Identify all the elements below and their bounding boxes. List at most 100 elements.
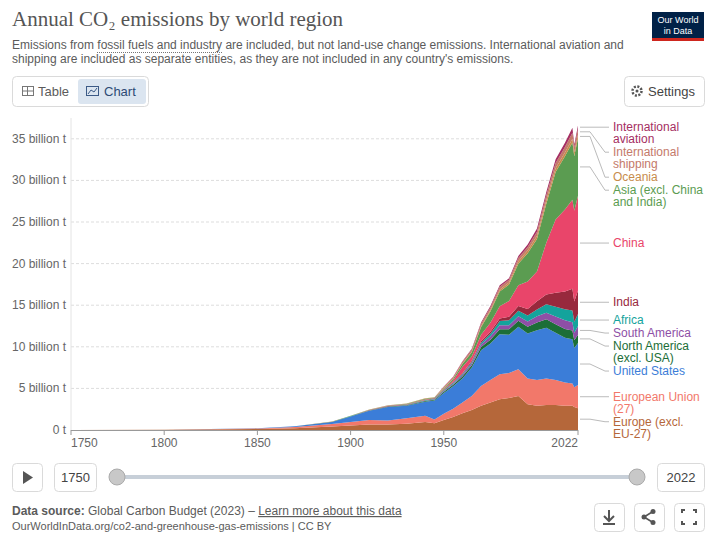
series-label-line: aviation (613, 132, 654, 146)
share-button[interactable] (635, 504, 665, 532)
series-label: European Union(27) (613, 390, 700, 416)
download-icon (603, 510, 615, 524)
series-label: Internationalaviation (613, 120, 679, 146)
areas (71, 125, 578, 430)
settings-button[interactable]: Settings (625, 77, 705, 107)
series-label: Africa (613, 313, 644, 327)
y-tick-label: 5 billion t (19, 381, 67, 395)
y-axis-line (71, 118, 72, 430)
x-tick-label: 1800 (151, 436, 178, 450)
series-label: United States (613, 364, 685, 378)
logo-text: Our World (658, 15, 699, 25)
chart-icon-box (87, 87, 99, 96)
x-tick (71, 430, 72, 435)
footer: Data source: Global Carbon Budget (2023)… (12, 504, 705, 533)
area (71, 196, 578, 430)
series-labels: InternationalaviationInternationalshippi… (580, 120, 703, 441)
tab-table[interactable]: Table (38, 84, 69, 99)
x-tick-label: 2022 (551, 436, 578, 450)
slider-handle[interactable] (629, 469, 645, 485)
grid-line (71, 263, 578, 264)
tabs: Table Chart (13, 77, 149, 107)
area (71, 125, 578, 430)
series-label-line: China (613, 236, 645, 250)
series-label: North America(excl. USA) (613, 339, 689, 365)
fullscreen-icon (682, 510, 696, 524)
tab-active-bg (78, 79, 146, 104)
x-tick-label: 1900 (337, 436, 364, 450)
grid-line (71, 222, 578, 223)
label-leader (580, 243, 609, 244)
y-tick-label: 25 billion t (12, 215, 67, 229)
slider-track[interactable] (117, 475, 637, 479)
logo-bar (652, 38, 704, 41)
logo[interactable]: Our Worldin Data (652, 12, 704, 41)
grid-line (71, 180, 578, 181)
source-line: Data source: Global Carbon Budget (2023)… (12, 504, 402, 518)
series-label-line: and India) (613, 195, 666, 209)
title: Annual CO₂ emissions by world region (12, 7, 343, 32)
y-tick-label: 10 billion t (12, 340, 67, 354)
x-tick-label: 1750 (71, 436, 98, 450)
area (71, 327, 578, 430)
label-leader (580, 396, 609, 397)
series-label: Internationalshipping (613, 145, 679, 171)
x-tick (350, 430, 351, 435)
series-label-line: EU-27) (613, 427, 651, 441)
label-leader (580, 302, 609, 303)
series-label: Oceania (613, 170, 658, 184)
logo-text: in Data (664, 26, 693, 36)
y-tick-label: 20 billion t (12, 257, 67, 271)
slider-handle[interactable] (109, 469, 125, 485)
x-tick-label: 1950 (430, 436, 457, 450)
series-label-line: South America (613, 326, 691, 340)
y-tick-label: 15 billion t (12, 298, 67, 312)
fullscreen-button[interactable] (675, 504, 705, 532)
grid-line (71, 138, 578, 139)
play-button[interactable] (13, 464, 43, 492)
series-label-line: Africa (613, 313, 644, 327)
table-icon (23, 87, 34, 96)
label-leader (580, 127, 609, 128)
area (71, 369, 578, 430)
chart-icon (87, 87, 99, 96)
x-tick-label: 1850 (244, 436, 271, 450)
logo-box (652, 12, 704, 40)
settings-icon (633, 87, 642, 96)
url: OurWorldInData.org/co2-and-greenhouse-ga… (12, 520, 332, 532)
y-tick-label: 30 billion t (12, 173, 67, 187)
label-leader (580, 320, 609, 321)
download-button[interactable] (595, 504, 625, 532)
settings-frame (625, 77, 705, 107)
source: Global Carbon Budget (2023) – (88, 504, 258, 518)
source-label: Data source: (12, 504, 88, 518)
area (71, 313, 578, 430)
tab-chart[interactable]: Chart (104, 84, 136, 99)
label-leader (580, 364, 609, 371)
label-leader (580, 419, 609, 422)
play-icon (23, 471, 33, 484)
x-tick (443, 430, 444, 435)
settings-label: Settings (648, 84, 695, 99)
x-axis: 1750 1800 1850 1900 1950 2022 (71, 430, 578, 450)
area (71, 304, 578, 430)
x-axis-line (71, 430, 578, 431)
tabs-frame (13, 77, 149, 107)
y-axis: 0 t5 billion t10 billion t15 billion t20… (12, 118, 578, 437)
learn-more-link[interactable]: Learn more about this data (258, 504, 402, 518)
settings-icon (636, 90, 639, 93)
series-label-line: United States (613, 364, 685, 378)
timeline: 17502022 (13, 464, 705, 492)
subtitle: Emissions from fossil fuels and industry… (12, 38, 642, 66)
subtitle-link[interactable]: fossil fuels and industry (97, 38, 222, 53)
label-leader (580, 167, 609, 190)
page: Our Worldin DataTableChartSettings0 t5 b… (0, 0, 713, 537)
end-year: 2022 (667, 470, 696, 485)
end-year-box[interactable] (658, 464, 705, 492)
y-tick-label: 35 billion t (12, 132, 67, 146)
x-tick (257, 430, 258, 435)
x-tick (164, 430, 165, 435)
series-label: Europe (excl.EU-27) (613, 415, 684, 441)
start-year-box[interactable] (55, 464, 97, 492)
label-leader (580, 136, 609, 177)
